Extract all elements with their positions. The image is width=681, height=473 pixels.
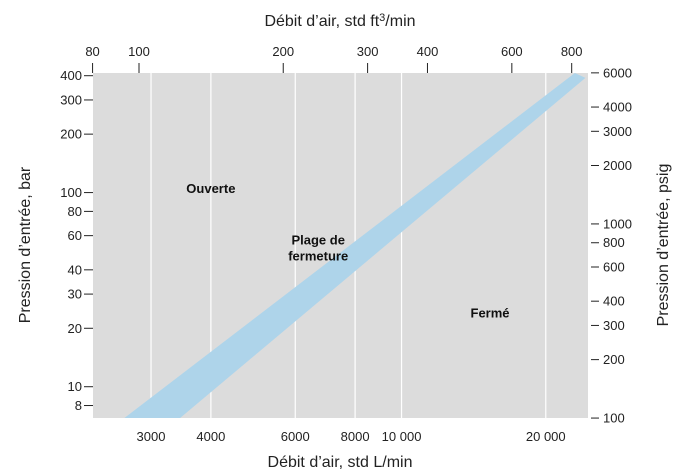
right-tick-label: 2000 xyxy=(603,158,632,173)
left-tick-label: 300 xyxy=(60,92,82,107)
left-tick-label: 200 xyxy=(60,127,82,142)
bottom-tick-label: 6000 xyxy=(281,429,310,444)
top-tick-label: 100 xyxy=(128,44,150,59)
top-axis-title: Débit d’air, std ft3/min xyxy=(264,12,415,30)
top-axis-title-suffix: /min xyxy=(385,13,415,30)
top-tick-label: 600 xyxy=(501,44,523,59)
right-axis-title: Pression d’entrée, psig xyxy=(655,164,672,327)
left-tick-label: 8 xyxy=(75,398,82,413)
right-y-axis: 6000 4000 3000 2000 1000 800 600 400 300 200 100 xyxy=(591,65,632,426)
bottom-tick-label: 4000 xyxy=(196,429,225,444)
bottom-tick-label: 20 000 xyxy=(526,429,566,444)
right-tick-label: 800 xyxy=(603,235,625,250)
right-tick-label: 600 xyxy=(603,259,625,274)
right-tick-label: 200 xyxy=(603,352,625,367)
right-tick-label: 3000 xyxy=(603,124,632,139)
left-tick-label: 80 xyxy=(68,204,82,219)
top-x-axis: 80 100 200 300 400 600 800 xyxy=(85,44,583,73)
region-label-closing-1: Plage de xyxy=(291,232,344,247)
right-tick-label: 1000 xyxy=(603,216,632,231)
right-tick-label: 400 xyxy=(603,294,625,309)
right-tick-label: 100 xyxy=(603,411,625,426)
closing-range-band xyxy=(124,73,586,418)
bottom-axis-title: Débit d’air, std L/min xyxy=(268,454,413,471)
bottom-tick-label: 8000 xyxy=(341,429,370,444)
left-tick-label: 40 xyxy=(68,262,82,277)
bottom-x-axis: 3000 4000 6000 8000 10 000 20 000 xyxy=(137,429,566,444)
top-tick-label: 300 xyxy=(357,44,379,59)
region-label-closed: Fermé xyxy=(471,305,510,320)
region-label-open: Ouverte xyxy=(186,181,235,196)
bottom-tick-label: 3000 xyxy=(137,429,166,444)
left-tick-label: 30 xyxy=(68,287,82,302)
right-tick-label: 6000 xyxy=(603,65,632,80)
top-tick-label: 80 xyxy=(85,44,99,59)
region-label-closing-2: fermeture xyxy=(288,249,348,264)
left-axis-title: Pression d’entrée, bar xyxy=(17,166,34,323)
top-tick-label: 400 xyxy=(417,44,439,59)
left-y-axis: 400 300 200 100 80 60 40 30 20 10 8 xyxy=(60,68,93,413)
left-tick-label: 10 xyxy=(68,379,82,394)
left-tick-label: 60 xyxy=(68,228,82,243)
left-tick-label: 100 xyxy=(60,185,82,200)
top-tick-label: 800 xyxy=(561,44,583,59)
top-axis-title-prefix: Débit d’air, std ft xyxy=(264,13,379,30)
top-axis-title-sup: 3 xyxy=(379,12,385,24)
right-tick-label: 300 xyxy=(603,318,625,333)
region-labels: Ouverte Plage de fermeture Fermé xyxy=(186,181,509,320)
top-tick-label: 200 xyxy=(272,44,294,59)
bottom-tick-label: 10 000 xyxy=(382,429,422,444)
right-tick-label: 4000 xyxy=(603,100,632,115)
left-tick-label: 20 xyxy=(68,321,82,336)
left-tick-label: 400 xyxy=(60,68,82,83)
